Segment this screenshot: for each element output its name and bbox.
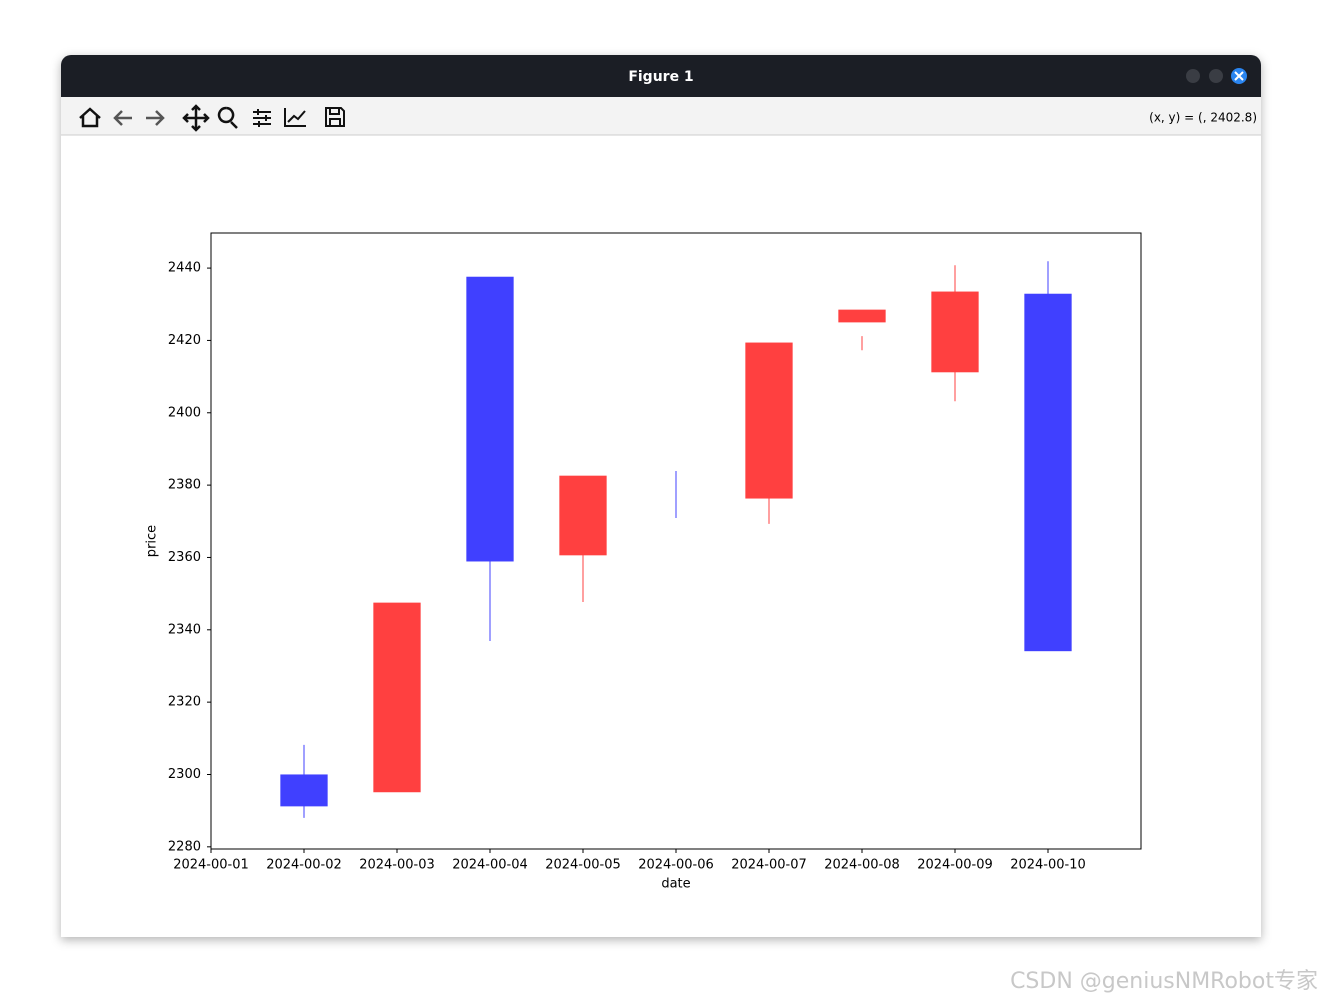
- watermark: CSDN @geniusNMRobot专家: [1010, 969, 1318, 994]
- x-tick-label: 2024-00-08: [824, 858, 900, 873]
- x-axis-label: date: [661, 877, 690, 892]
- x-tick-label: 2024-00-06: [638, 858, 714, 873]
- y-tick-label: 2340: [168, 622, 201, 637]
- configure-button[interactable]: [253, 109, 271, 127]
- candle-body: [1024, 293, 1072, 652]
- x-tick-label: 2024-00-01: [173, 858, 249, 873]
- y-tick-label: 2360: [168, 550, 201, 565]
- y-tick-label: 2380: [168, 478, 201, 493]
- y-tick-label: 2300: [168, 767, 201, 782]
- back-button[interactable]: [113, 110, 132, 126]
- candle-body: [559, 475, 607, 556]
- home-button[interactable]: [79, 107, 101, 128]
- y-tick-label: 2420: [168, 333, 201, 348]
- y-axis-label: price: [145, 525, 160, 557]
- zoom-button[interactable]: [217, 106, 238, 129]
- x-tick-label: 2024-00-03: [359, 858, 435, 873]
- candle-body: [745, 342, 793, 499]
- y-tick-label: 2400: [168, 405, 201, 420]
- pan-button[interactable]: [182, 104, 210, 132]
- candle-body: [280, 774, 328, 807]
- title-bar: [61, 55, 1261, 97]
- maximize-button[interactable]: [1209, 69, 1223, 83]
- x-tick-label: 2024-00-07: [731, 858, 807, 873]
- candle-body: [838, 309, 886, 323]
- x-tick-label: 2024-00-10: [1010, 858, 1086, 873]
- window-frame: [61, 55, 1261, 937]
- forward-button[interactable]: [146, 110, 165, 126]
- y-tick-label: 2440: [168, 261, 201, 276]
- y-tick-label: 2280: [168, 839, 201, 854]
- minimize-button[interactable]: [1186, 69, 1200, 83]
- x-tick-label: 2024-00-02: [266, 858, 342, 873]
- x-tick-label: 2024-00-04: [452, 858, 528, 873]
- window: Figure 1 (x, y) = (, 2402.8): [61, 55, 1261, 937]
- window-title: Figure 1: [628, 69, 693, 85]
- coordinates-readout: (x, y) = (, 2402.8): [1149, 111, 1257, 125]
- candle-body: [931, 291, 979, 373]
- plot-area: [280, 261, 1072, 818]
- y-tick-label: 2320: [168, 695, 201, 710]
- edit-axis-button[interactable]: [284, 108, 306, 127]
- candle-body: [466, 276, 514, 562]
- close-icon: [1234, 71, 1244, 81]
- x-tick-label: 2024-00-05: [545, 858, 621, 873]
- save-button[interactable]: [325, 107, 345, 127]
- toolbar: [61, 97, 1261, 135]
- candle-body: [373, 602, 421, 793]
- x-tick-label: 2024-00-09: [917, 858, 993, 873]
